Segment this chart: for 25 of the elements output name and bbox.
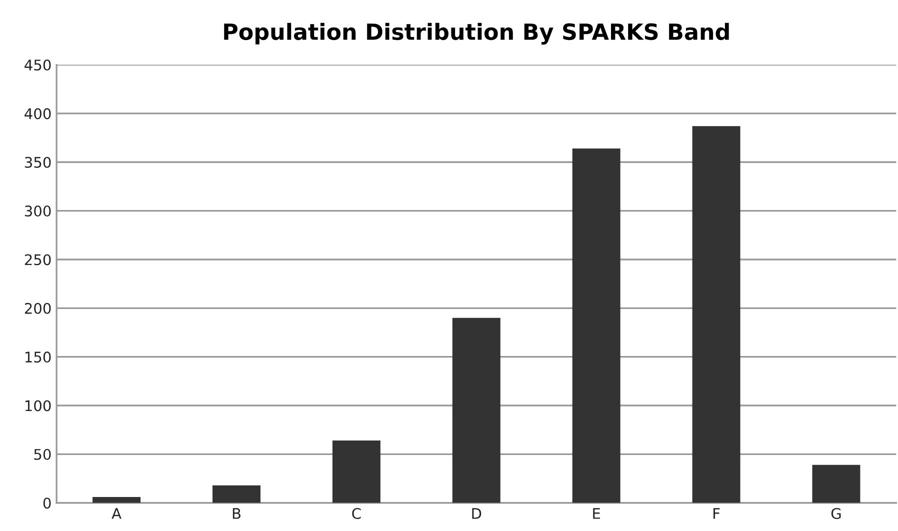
bar xyxy=(692,126,740,503)
x-tick-label: C xyxy=(352,508,361,520)
y-tick-label: 450 xyxy=(24,60,51,71)
bar xyxy=(572,148,620,503)
chart-title: Population Distribution By SPARKS Band xyxy=(224,22,729,45)
y-tick-label: 400 xyxy=(24,108,51,120)
y-tick-label: 350 xyxy=(24,156,51,168)
bar xyxy=(332,440,380,503)
bar xyxy=(452,318,500,503)
bar xyxy=(92,497,141,503)
x-tick-label: F xyxy=(714,508,720,519)
x-tick-label: D xyxy=(472,508,482,519)
y-tick-label: 150 xyxy=(25,352,51,363)
y-tick-label: 200 xyxy=(24,302,51,314)
bar xyxy=(812,464,860,503)
x-tick-label: G xyxy=(831,508,841,520)
x-tick-label: A xyxy=(112,508,122,519)
y-tick-label: 300 xyxy=(24,206,51,217)
x-tick-label: E xyxy=(593,508,600,519)
x-tick-label: B xyxy=(232,508,240,519)
bar xyxy=(212,485,260,503)
y-tick-label: 250 xyxy=(24,254,51,266)
y-tick-label: 100 xyxy=(25,400,51,412)
y-tick-label: 50 xyxy=(34,448,51,460)
y-tick-label: 0 xyxy=(43,498,51,509)
